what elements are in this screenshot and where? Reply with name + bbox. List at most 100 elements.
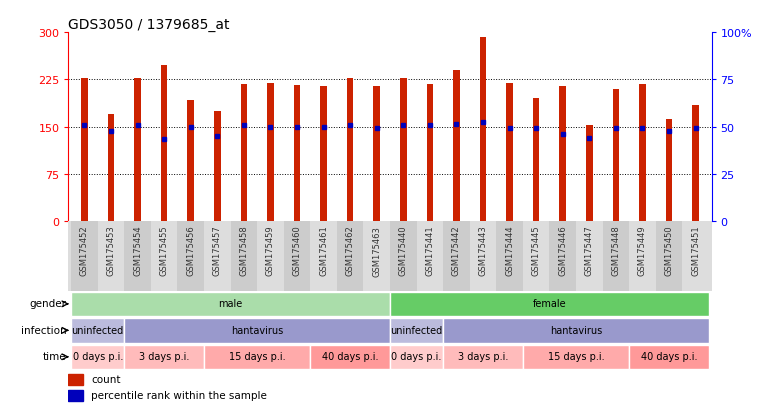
Text: 40 days p.i.: 40 days p.i. [641, 351, 697, 361]
Bar [68, 374, 83, 385]
Text: GSM175442: GSM175442 [452, 225, 461, 276]
Bar [284, 222, 310, 291]
Text: time: time [43, 351, 67, 361]
Bar [390, 292, 709, 316]
Bar [639, 85, 646, 222]
Bar [576, 222, 603, 291]
Bar [523, 222, 549, 291]
Text: GSM175454: GSM175454 [133, 225, 142, 276]
Bar [416, 222, 443, 291]
Bar [479, 38, 486, 222]
Bar [240, 85, 247, 222]
Bar [443, 222, 470, 291]
Bar [629, 222, 656, 291]
Bar [310, 345, 390, 369]
Text: uninfected: uninfected [390, 325, 443, 335]
Text: 40 days p.i.: 40 days p.i. [322, 351, 378, 361]
Bar [108, 115, 114, 222]
Text: 15 days p.i.: 15 days p.i. [548, 351, 604, 361]
Bar [134, 78, 141, 222]
Text: GSM175452: GSM175452 [80, 225, 89, 276]
Text: 0 days p.i.: 0 days p.i. [72, 351, 123, 361]
Bar [337, 222, 364, 291]
Text: GSM175457: GSM175457 [213, 225, 221, 276]
Bar [549, 222, 576, 291]
Bar [656, 222, 683, 291]
Text: 15 days p.i.: 15 days p.i. [229, 351, 285, 361]
Bar [496, 222, 523, 291]
Text: male: male [218, 299, 243, 309]
Text: GDS3050 / 1379685_at: GDS3050 / 1379685_at [68, 18, 230, 32]
Bar [97, 222, 124, 291]
Text: count: count [91, 375, 120, 385]
Text: GSM175446: GSM175446 [559, 225, 567, 276]
Text: percentile rank within the sample: percentile rank within the sample [91, 390, 267, 400]
Bar [124, 345, 204, 369]
Bar [559, 86, 566, 222]
Bar [151, 222, 177, 291]
Text: GSM175444: GSM175444 [505, 225, 514, 276]
Bar [124, 318, 390, 343]
Bar [390, 318, 443, 343]
Bar [390, 345, 443, 369]
Bar [533, 99, 540, 222]
Bar [257, 222, 284, 291]
Bar [204, 222, 231, 291]
Bar [453, 71, 460, 222]
Bar [629, 345, 709, 369]
Text: GSM175445: GSM175445 [532, 225, 540, 276]
Bar [161, 66, 167, 222]
Bar [470, 222, 496, 291]
Bar [310, 222, 337, 291]
Text: GSM175448: GSM175448 [611, 225, 620, 276]
Bar [68, 390, 83, 401]
Bar [267, 83, 274, 222]
Text: GSM175450: GSM175450 [664, 225, 673, 276]
Text: GSM175456: GSM175456 [186, 225, 196, 276]
Bar [523, 345, 629, 369]
Text: GSM175440: GSM175440 [399, 225, 408, 276]
Text: 0 days p.i.: 0 days p.i. [391, 351, 442, 361]
Text: GSM175441: GSM175441 [425, 225, 435, 276]
Bar [693, 105, 699, 222]
Bar [81, 78, 88, 222]
Text: gender: gender [30, 299, 67, 309]
Text: hantavirus: hantavirus [231, 325, 283, 335]
Text: GSM175460: GSM175460 [292, 225, 301, 276]
Bar [231, 222, 257, 291]
Text: 3 days p.i.: 3 days p.i. [139, 351, 189, 361]
Text: GSM175443: GSM175443 [479, 225, 488, 276]
Text: GSM175451: GSM175451 [691, 225, 700, 276]
Text: GSM175461: GSM175461 [319, 225, 328, 276]
Bar [506, 83, 513, 222]
Text: GSM175458: GSM175458 [240, 225, 248, 276]
Text: GSM175453: GSM175453 [107, 225, 116, 276]
Bar [320, 86, 327, 222]
Text: infection: infection [21, 325, 67, 335]
Bar [71, 222, 97, 291]
Bar [683, 222, 709, 291]
Bar [71, 318, 124, 343]
Bar [71, 345, 124, 369]
Bar [586, 126, 593, 222]
Bar [443, 318, 709, 343]
Text: GSM175463: GSM175463 [372, 225, 381, 276]
Bar [364, 222, 390, 291]
Text: GSM175447: GSM175447 [584, 225, 594, 276]
Bar [666, 120, 672, 222]
Text: hantavirus: hantavirus [550, 325, 602, 335]
Bar [427, 85, 433, 222]
Bar [187, 100, 194, 222]
Text: uninfected: uninfected [72, 325, 124, 335]
Bar [214, 112, 221, 222]
Bar [390, 222, 416, 291]
Text: GSM175449: GSM175449 [638, 225, 647, 276]
Bar [400, 78, 406, 222]
Bar [124, 222, 151, 291]
Text: female: female [533, 299, 566, 309]
Bar [294, 86, 301, 222]
Bar [603, 222, 629, 291]
Bar [204, 345, 310, 369]
Bar [177, 222, 204, 291]
Bar [443, 345, 523, 369]
